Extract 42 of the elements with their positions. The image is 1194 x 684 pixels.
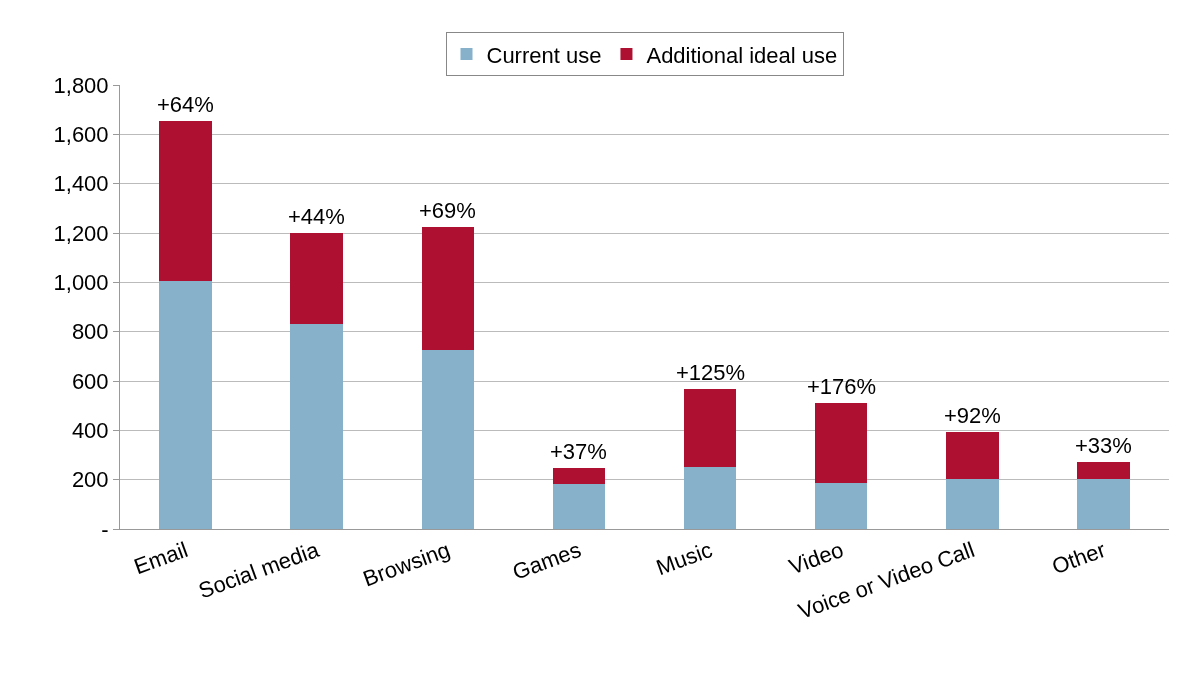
x-tick-label: Games: [509, 536, 585, 585]
bar: [552, 484, 606, 529]
bar: [159, 281, 212, 529]
bar: [290, 233, 343, 325]
bar: [1077, 462, 1130, 479]
bar: [552, 467, 606, 485]
bar: [946, 432, 999, 479]
y-tick-label: 400: [71, 418, 109, 444]
y-tick-label: 1,600: [53, 122, 109, 148]
legend-label: Current use: [486, 42, 602, 68]
annotation: +176%: [807, 374, 877, 399]
bar: [683, 466, 737, 529]
y-tick-label: 200: [71, 467, 109, 493]
annotation: +125%: [676, 360, 746, 385]
bar: [814, 483, 868, 529]
x-tick-label: Other: [1048, 536, 1109, 580]
bar: [683, 389, 737, 467]
annotation: +37%: [550, 439, 607, 464]
bar: [290, 324, 343, 529]
bar: [1077, 478, 1130, 529]
bar: [946, 478, 999, 529]
annotation: +33%: [1075, 433, 1132, 458]
annotation: +44%: [288, 204, 345, 229]
bar: [159, 120, 212, 282]
x-tick-label: Email: [130, 536, 192, 580]
annotation: +69%: [419, 198, 476, 223]
annotation: +92%: [944, 403, 1001, 428]
y-tick-label: 1,000: [53, 270, 109, 296]
y-tick-label: 600: [71, 368, 109, 394]
y-tick-label: 800: [71, 319, 109, 345]
y-tick-label: 1,400: [53, 171, 109, 197]
y-tick-label: -: [101, 516, 109, 542]
bar: [814, 402, 868, 484]
legend-label: Additional ideal use: [646, 42, 838, 68]
x-tick-label: Music: [652, 536, 716, 581]
y-tick-label: 1,800: [53, 72, 109, 98]
bar: [421, 350, 475, 529]
y-tick-label: 1,200: [53, 220, 109, 246]
annotation: +64%: [157, 92, 214, 117]
bar: [421, 226, 475, 351]
x-tick-label: Video: [785, 536, 847, 580]
x-tick-label: Social media: [195, 536, 323, 604]
